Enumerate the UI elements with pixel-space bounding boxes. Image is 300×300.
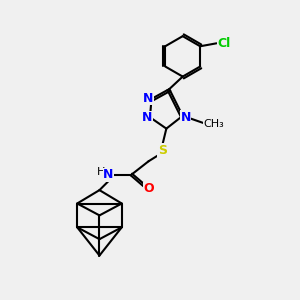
Text: Cl: Cl: [218, 37, 231, 50]
Text: S: S: [158, 144, 167, 157]
Text: H: H: [98, 167, 106, 177]
Text: O: O: [143, 182, 154, 195]
Text: N: N: [103, 168, 114, 181]
Text: N: N: [181, 111, 191, 124]
Text: N: N: [142, 111, 152, 124]
Text: CH₃: CH₃: [203, 119, 224, 129]
Text: N: N: [143, 92, 154, 105]
